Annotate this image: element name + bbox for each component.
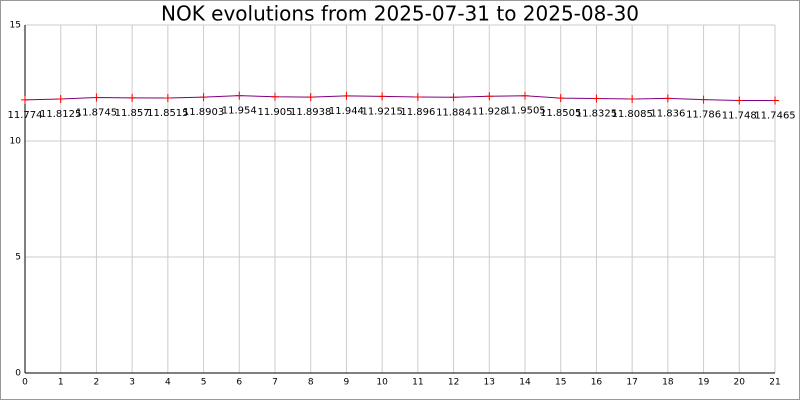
y-tick-label: 0 (15, 369, 21, 379)
x-tick-label: 7 (272, 378, 278, 388)
value-label: 11.8125 (40, 109, 81, 120)
point-marker (92, 93, 101, 102)
value-label: 11.928 (472, 106, 507, 117)
x-tick-label: 9 (344, 378, 350, 388)
x-tick-label: 6 (236, 378, 242, 388)
point-marker (485, 92, 494, 101)
value-label: 11.9505 (504, 106, 545, 117)
point-marker (628, 95, 637, 104)
x-tick-label: 14 (519, 378, 531, 388)
point-marker (413, 93, 422, 102)
x-tick-label: 2 (94, 378, 100, 388)
x-tick-label: 15 (555, 378, 566, 388)
value-label: 11.8505 (540, 108, 581, 119)
x-tick-label: 11 (412, 378, 423, 388)
point-marker (306, 93, 315, 102)
value-label: 11.944 (329, 106, 364, 117)
value-label: 11.896 (400, 107, 435, 118)
point-marker (735, 96, 744, 105)
value-label: 11.786 (686, 110, 721, 121)
y-tick-label: 5 (15, 253, 21, 263)
point-marker (163, 94, 172, 103)
point-marker (699, 95, 708, 104)
value-label: 11.8085 (611, 109, 652, 120)
value-label: 11.836 (650, 108, 685, 119)
point-marker (449, 93, 458, 102)
point-marker (271, 92, 279, 101)
value-label: 11.8745 (76, 108, 117, 119)
y-tick-label: 15 (10, 21, 21, 31)
x-tick-label: 18 (662, 378, 674, 388)
x-tick-label: 19 (698, 378, 710, 388)
value-label: 11.884 (436, 107, 471, 118)
value-label: 11.8938 (290, 107, 331, 118)
x-tick-label: 13 (484, 378, 495, 388)
point-marker (521, 91, 529, 100)
value-label: 11.774 (8, 110, 43, 121)
point-marker (128, 93, 137, 102)
x-tick-label: 21 (769, 378, 780, 388)
value-label: 11.8325 (576, 108, 617, 119)
x-tick-label: 5 (201, 378, 207, 388)
value-label: 11.8515 (147, 108, 188, 119)
x-tick-label: 12 (448, 378, 459, 388)
value-label: 11.8903 (183, 107, 224, 118)
point-marker (771, 96, 779, 105)
point-marker (21, 95, 29, 104)
x-tick-label: 4 (165, 378, 171, 388)
value-label: 11.748 (722, 110, 757, 121)
x-tick-label: 1 (58, 378, 64, 388)
point-marker (235, 91, 244, 100)
point-marker (342, 91, 351, 100)
point-marker (556, 94, 565, 103)
x-tick-label: 16 (591, 378, 603, 388)
x-tick-label: 20 (734, 378, 746, 388)
point-marker (56, 94, 65, 103)
x-tick-label: 17 (626, 378, 637, 388)
y-tick-label: 10 (10, 137, 22, 147)
x-tick-label: 10 (376, 378, 388, 388)
x-tick-label: 8 (308, 378, 314, 388)
point-marker (378, 92, 387, 101)
value-label: 11.857 (115, 108, 150, 119)
point-marker (592, 94, 601, 103)
x-tick-label: 3 (129, 378, 135, 388)
value-label: 11.7465 (754, 110, 795, 121)
chart-title: NOK evolutions from 2025-07-31 to 2025-0… (161, 2, 639, 26)
point-marker (663, 94, 672, 103)
point-marker (199, 93, 208, 102)
series-line (24, 95, 776, 101)
value-label: 11.9215 (361, 106, 402, 117)
x-tick-label: 0 (22, 378, 28, 388)
value-label: 11.954 (222, 106, 257, 117)
value-label: 11.905 (258, 107, 293, 118)
